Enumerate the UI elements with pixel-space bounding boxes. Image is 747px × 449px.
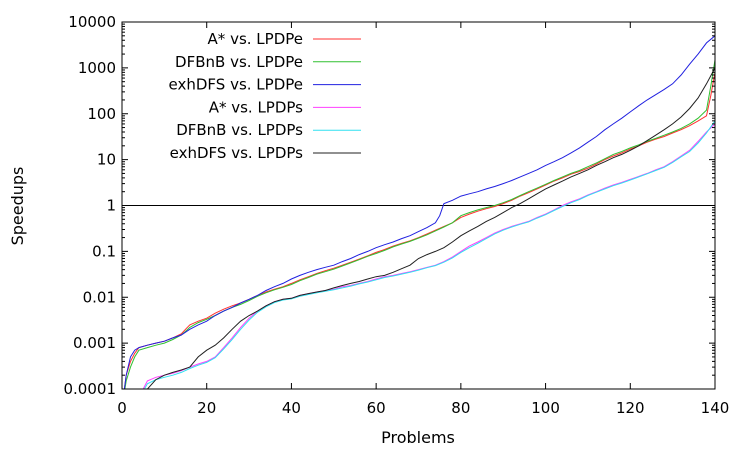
y-tick-label: 0.01 — [83, 288, 116, 306]
series-line-1 — [124, 59, 715, 389]
x-tick-label: 40 — [282, 399, 301, 417]
legend: A* vs. LPDPe DFBnB vs. LPDPe exhDFS vs. LP… — [169, 30, 361, 162]
legend-label-4: DFBnB vs. LPDPs — [176, 121, 303, 139]
y-tick-label: 0.1 — [92, 242, 116, 260]
x-tick-label: 120 — [616, 399, 645, 417]
x-tick-label: 60 — [367, 399, 386, 417]
legend-label-0: A* vs. LPDPe — [208, 30, 303, 48]
y-axis: 0.0001 0.001 0.01 0.1 1 10 100 1000 10000 — [64, 13, 715, 398]
x-tick-label: 100 — [531, 399, 560, 417]
x-tick-label: 80 — [451, 399, 470, 417]
legend-label-1: DFBnB vs. LPDPe — [175, 53, 303, 71]
series-line-4 — [143, 120, 715, 389]
legend-label-2: exhDFS vs. LPDPe — [169, 76, 303, 94]
y-axis-label: Speedups — [8, 167, 27, 246]
x-tick-label: 0 — [117, 399, 127, 417]
y-tick-label: 0.0001 — [64, 380, 117, 398]
series-line-5 — [146, 67, 715, 389]
legend-label-3: A* vs. LPDPs — [209, 98, 303, 116]
x-tick-label: 20 — [197, 399, 216, 417]
y-tick-label: 100 — [87, 105, 116, 123]
x-tick-label: 140 — [701, 399, 730, 417]
y-tick-label: 0.001 — [73, 334, 116, 352]
series-layer — [123, 35, 715, 389]
x-axis-label: Problems — [381, 428, 455, 447]
y-tick-label: 10000 — [68, 13, 116, 31]
series-line-2 — [123, 35, 715, 389]
x-axis: 0 20 40 60 80 100 120 140 — [117, 22, 729, 417]
y-tick-label: 1000 — [78, 59, 116, 77]
legend-label-5: exhDFS vs. LPDPs — [170, 144, 304, 162]
y-tick-label: 10 — [97, 151, 116, 169]
series-line-0 — [123, 72, 715, 389]
y-tick-label: 1 — [106, 197, 116, 215]
series-line-3 — [142, 123, 715, 389]
